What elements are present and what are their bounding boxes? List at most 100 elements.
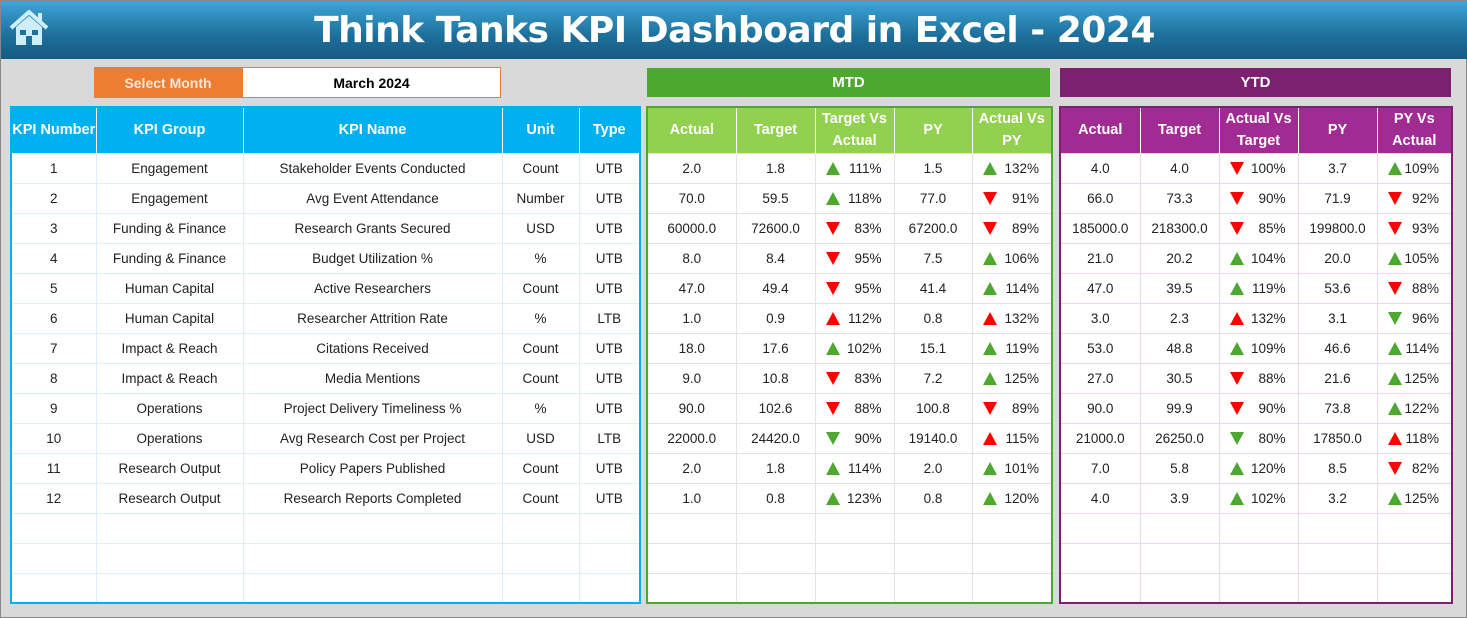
triangle-down-green-icon [1229, 431, 1244, 445]
kpi-unit-cell: Number [501, 182, 580, 214]
table-row: 60000.0 72600.0 83% 67200.0 89% [646, 212, 1053, 244]
empty-cell [242, 542, 503, 574]
column-header: Target [736, 107, 816, 153]
kpi-type-cell: UTB [578, 482, 641, 514]
percent-value: 91% [1011, 190, 1039, 206]
triangle-up-green-icon [1387, 401, 1402, 415]
percent-value: 115% [1005, 430, 1039, 446]
value-cell: 48.8 [1139, 332, 1220, 364]
empty-cell [501, 542, 580, 574]
triangle-up-green-icon [982, 251, 997, 265]
table-row: 90.0 99.9 90% 73.8 122% [1059, 392, 1453, 424]
kpi-unit-cell: Count [501, 452, 580, 484]
value-cell: 4.0 [1139, 152, 1220, 184]
kpi-info-table: KPI Number KPI Group KPI Name Unit Type 1 Enga… [10, 106, 641, 604]
value-cell: 8.5 [1297, 452, 1378, 484]
value-cell: 199800.0 [1297, 212, 1378, 244]
triangle-down-red-icon [825, 281, 840, 295]
percent-value: 114% [847, 460, 882, 476]
kpi-unit-cell: Count [501, 332, 580, 364]
indicator-cell: 95% [814, 242, 895, 274]
percent-value: 105% [1404, 250, 1439, 266]
table-row: 8 Impact & Reach Media Mentions Count UTB [10, 362, 641, 394]
indicator-cell: 132% [971, 152, 1053, 184]
indicator-cell: 119% [1218, 272, 1299, 304]
indicator-cell: 80% [1218, 422, 1299, 454]
triangle-down-green-icon [1387, 311, 1402, 325]
value-cell: 21.0 [1059, 242, 1141, 274]
table-row: 2 Engagement Avg Event Attendance Number UTB [10, 182, 641, 214]
kpi-group-cell: Operations [95, 422, 244, 454]
kpi-name-cell: Active Researchers [242, 272, 503, 304]
indicator-cell: 132% [1218, 302, 1299, 334]
triangle-up-green-icon [982, 161, 997, 175]
title-bar: Think Tanks KPI Dashboard in Excel - 202… [1, 1, 1467, 59]
kpi-unit-cell: Count [501, 362, 580, 394]
value-cell: 71.9 [1297, 182, 1378, 214]
percent-value: 109% [1250, 340, 1286, 356]
home-icon[interactable] [7, 8, 51, 48]
indicator-cell: 114% [971, 272, 1053, 304]
value-cell: 17850.0 [1297, 422, 1378, 454]
kpi-num-cell: 10 [10, 422, 97, 454]
kpi-group-cell: Impact & Reach [95, 332, 244, 364]
kpi-type-cell: UTB [578, 332, 641, 364]
triangle-up-green-icon [825, 491, 840, 505]
indicator-cell: 89% [971, 212, 1053, 244]
value-cell: 7.5 [893, 242, 973, 274]
table-row: 12 Research Output Research Reports Comple… [10, 482, 641, 514]
value-cell: 7.2 [893, 362, 973, 394]
kpi-unit-cell: Count [501, 482, 580, 514]
kpi-num-cell: 5 [10, 272, 97, 304]
percent-value: 88% [854, 400, 882, 416]
empty-cell [735, 512, 816, 544]
column-header: Type [579, 107, 641, 153]
indicator-cell: 112% [814, 302, 895, 334]
empty-cell [10, 542, 97, 574]
kpi-name-cell: Citations Received [242, 332, 503, 364]
indicator-cell: 82% [1376, 452, 1453, 484]
empty-cell [646, 572, 737, 604]
column-header: Actual [647, 107, 737, 153]
value-cell: 1.0 [646, 302, 737, 334]
table-row: 10 Operations Avg Research Cost per Projec… [10, 422, 641, 454]
kpi-num-cell: 11 [10, 452, 97, 484]
triangle-up-green-icon [825, 461, 840, 475]
table-row: 11 Research Output Policy Papers Published… [10, 452, 641, 484]
empty-cell [1297, 572, 1378, 604]
table-row: 8.0 8.4 95% 7.5 106% [646, 242, 1053, 274]
column-header: Target [1140, 107, 1220, 153]
value-cell: 73.3 [1139, 182, 1220, 214]
empty-row [646, 572, 1053, 604]
indicator-cell: 125% [1376, 362, 1453, 394]
triangle-up-green-icon [1229, 461, 1244, 475]
percent-value: 125% [1404, 490, 1439, 506]
indicator-cell: 95% [814, 272, 895, 304]
empty-cell [578, 572, 641, 604]
percent-value: 95% [854, 280, 882, 296]
indicator-cell: 100% [1218, 152, 1299, 184]
empty-cell [1059, 542, 1141, 574]
table-row: 53.0 48.8 109% 46.6 114% [1059, 332, 1453, 364]
value-cell: 19140.0 [893, 422, 973, 454]
percent-value: 88% [1411, 280, 1439, 296]
percent-value: 104% [1250, 250, 1286, 266]
percent-value: 80% [1258, 430, 1286, 446]
value-cell: 185000.0 [1059, 212, 1141, 244]
ytd-table: Actual Target Actual Vs Target PY PY Vs Actu… [1059, 106, 1453, 604]
indicator-cell: 83% [814, 362, 895, 394]
triangle-down-red-icon [1229, 371, 1244, 385]
indicator-cell: 120% [971, 482, 1053, 514]
empty-cell [971, 572, 1053, 604]
percent-value: 106% [1004, 250, 1039, 266]
empty-cell [1059, 512, 1141, 544]
percent-value: 101% [1004, 460, 1039, 476]
kpi-type-cell: LTB [578, 422, 641, 454]
percent-value: 120% [1004, 490, 1039, 506]
indicator-cell: 96% [1376, 302, 1453, 334]
percent-value: 92% [1411, 190, 1439, 206]
value-cell: 100.8 [893, 392, 973, 424]
month-dropdown[interactable]: March 2024 [242, 67, 501, 98]
empty-row [1059, 542, 1453, 574]
indicator-cell: 122% [1376, 392, 1453, 424]
